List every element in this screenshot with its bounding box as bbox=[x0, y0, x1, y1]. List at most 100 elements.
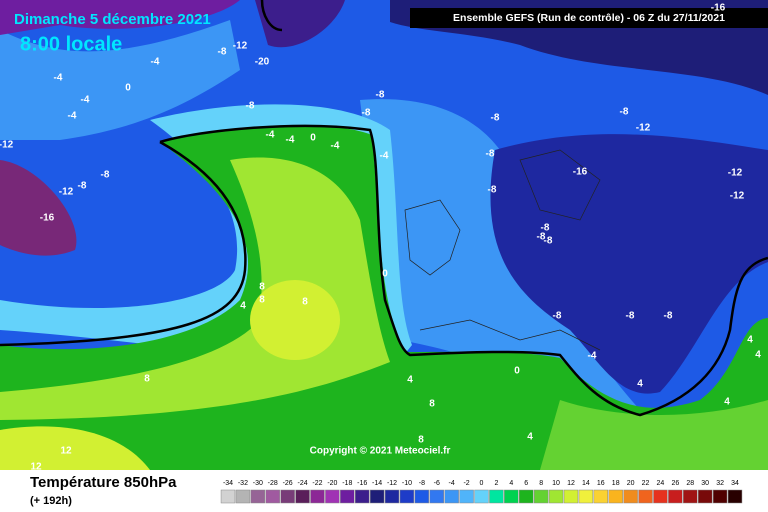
coastline bbox=[404, 149, 601, 351]
legend-tick-label: 22 bbox=[642, 480, 650, 487]
legend-swatch bbox=[355, 489, 370, 504]
run-banner bbox=[410, 8, 768, 28]
legend-tick-label: 2 bbox=[494, 480, 498, 487]
contour-label: -8 bbox=[620, 107, 629, 118]
legend-swatch bbox=[697, 489, 713, 504]
legend-tick-label: -28 bbox=[268, 480, 278, 487]
legend-swatch bbox=[399, 489, 415, 504]
contour-label: -12 bbox=[636, 123, 651, 134]
map-time: 8:00 locale bbox=[20, 33, 122, 55]
legend-swatch bbox=[295, 489, 310, 504]
contour-label: -8 bbox=[376, 90, 385, 101]
contour-label: -12 bbox=[0, 140, 14, 151]
contour-label: 4 bbox=[747, 335, 753, 346]
contour-label: -8 bbox=[541, 223, 550, 234]
contour-label: -4 bbox=[151, 57, 160, 68]
contour-label: -8 bbox=[101, 170, 110, 181]
contour-label: -4 bbox=[380, 151, 389, 162]
contour-label: 4 bbox=[527, 432, 533, 443]
legend-tick-label: -2 bbox=[463, 480, 469, 487]
legend-tick-label: 8 bbox=[539, 480, 543, 487]
region bbox=[0, 160, 77, 256]
legend-swatch bbox=[265, 489, 280, 504]
legend-tick-label: -10 bbox=[402, 480, 412, 487]
contour-label: -4 bbox=[54, 73, 63, 84]
legend-tick-label: -16 bbox=[357, 480, 367, 487]
legend-tick-label: -20 bbox=[327, 480, 337, 487]
region bbox=[0, 20, 240, 140]
contour-label: -8 bbox=[544, 236, 553, 247]
legend-swatch bbox=[444, 489, 459, 504]
legend-tick-label: 12 bbox=[567, 480, 575, 487]
legend-swatch bbox=[340, 489, 355, 504]
legend-swatch bbox=[325, 489, 340, 504]
contour-label: 8 bbox=[429, 399, 435, 410]
legend-tick-label: -12 bbox=[387, 480, 397, 487]
legend-tick-label: -6 bbox=[434, 480, 440, 487]
contour-label: 8 bbox=[144, 374, 150, 385]
contour-label: -20 bbox=[255, 57, 270, 68]
contour-label: 0 bbox=[310, 133, 316, 144]
region bbox=[490, 134, 768, 394]
contour-label: 4 bbox=[240, 301, 246, 312]
region bbox=[360, 99, 640, 410]
contour-label: -4 bbox=[331, 141, 340, 152]
legend-tick-label: 34 bbox=[731, 480, 739, 487]
legend-swatch bbox=[638, 489, 653, 504]
legend-tick-label: 24 bbox=[657, 480, 665, 487]
legend-swatch bbox=[280, 489, 295, 504]
contour-label: 8 bbox=[259, 295, 265, 306]
legend-swatch bbox=[369, 489, 385, 504]
contour-label: -8 bbox=[488, 185, 497, 196]
legend-swatch bbox=[310, 489, 325, 504]
legend-tick-label: 10 bbox=[552, 480, 560, 487]
legend-swatch bbox=[489, 489, 504, 504]
contour-label: -16 bbox=[711, 3, 726, 14]
legend-swatch bbox=[220, 489, 236, 504]
contour-label: 8 bbox=[418, 435, 424, 446]
legend-tick-label: 0 bbox=[480, 480, 484, 487]
region bbox=[0, 0, 240, 35]
legend-tick-label: -14 bbox=[372, 480, 382, 487]
legend-tick-label: 30 bbox=[701, 480, 709, 487]
legend-tick-label: 32 bbox=[716, 480, 724, 487]
contour-label: 4 bbox=[637, 379, 643, 390]
contour-label: -8 bbox=[553, 311, 562, 322]
zero-contour bbox=[0, 0, 768, 417]
region bbox=[0, 426, 150, 470]
contour-label: -8 bbox=[78, 181, 87, 192]
legend-swatch bbox=[653, 489, 668, 504]
legend-swatch bbox=[519, 489, 534, 504]
legend-swatch bbox=[712, 489, 728, 504]
contour-label: -8 bbox=[218, 47, 227, 58]
legend-swatch bbox=[414, 489, 430, 504]
legend-tick-label: -30 bbox=[253, 480, 263, 487]
contour-label: -12 bbox=[59, 187, 74, 198]
contour-label: -8 bbox=[491, 113, 500, 124]
legend-tick-label: 14 bbox=[582, 480, 590, 487]
legend-tick-label: 18 bbox=[612, 480, 620, 487]
contour-label: -8 bbox=[246, 101, 255, 112]
contour-label: 8 bbox=[259, 282, 265, 293]
legend-swatch bbox=[593, 489, 609, 504]
contour-label: -4 bbox=[286, 135, 295, 146]
copyright: Copyright © 2021 Meteociel.fr bbox=[310, 446, 451, 457]
contour-label: 8 bbox=[302, 297, 308, 308]
legend-swatch bbox=[384, 489, 400, 504]
contour-label: -4 bbox=[266, 130, 275, 141]
legend-tick-label: 20 bbox=[627, 480, 635, 487]
legend-swatch bbox=[235, 489, 251, 504]
legend-swatch bbox=[504, 489, 519, 504]
contour-label: -8 bbox=[664, 311, 673, 322]
legend-swatch bbox=[578, 489, 594, 504]
legend-tick-label: -22 bbox=[312, 480, 322, 487]
legend-tick-label: 16 bbox=[597, 480, 605, 487]
contour-label: 4 bbox=[407, 375, 413, 386]
contour-label: -12 bbox=[730, 191, 745, 202]
contour-label: 12 bbox=[60, 446, 72, 457]
contour-label: -8 bbox=[486, 149, 495, 160]
region bbox=[540, 400, 768, 470]
legend-swatch bbox=[533, 489, 549, 504]
contour-label: 0 bbox=[382, 269, 388, 280]
